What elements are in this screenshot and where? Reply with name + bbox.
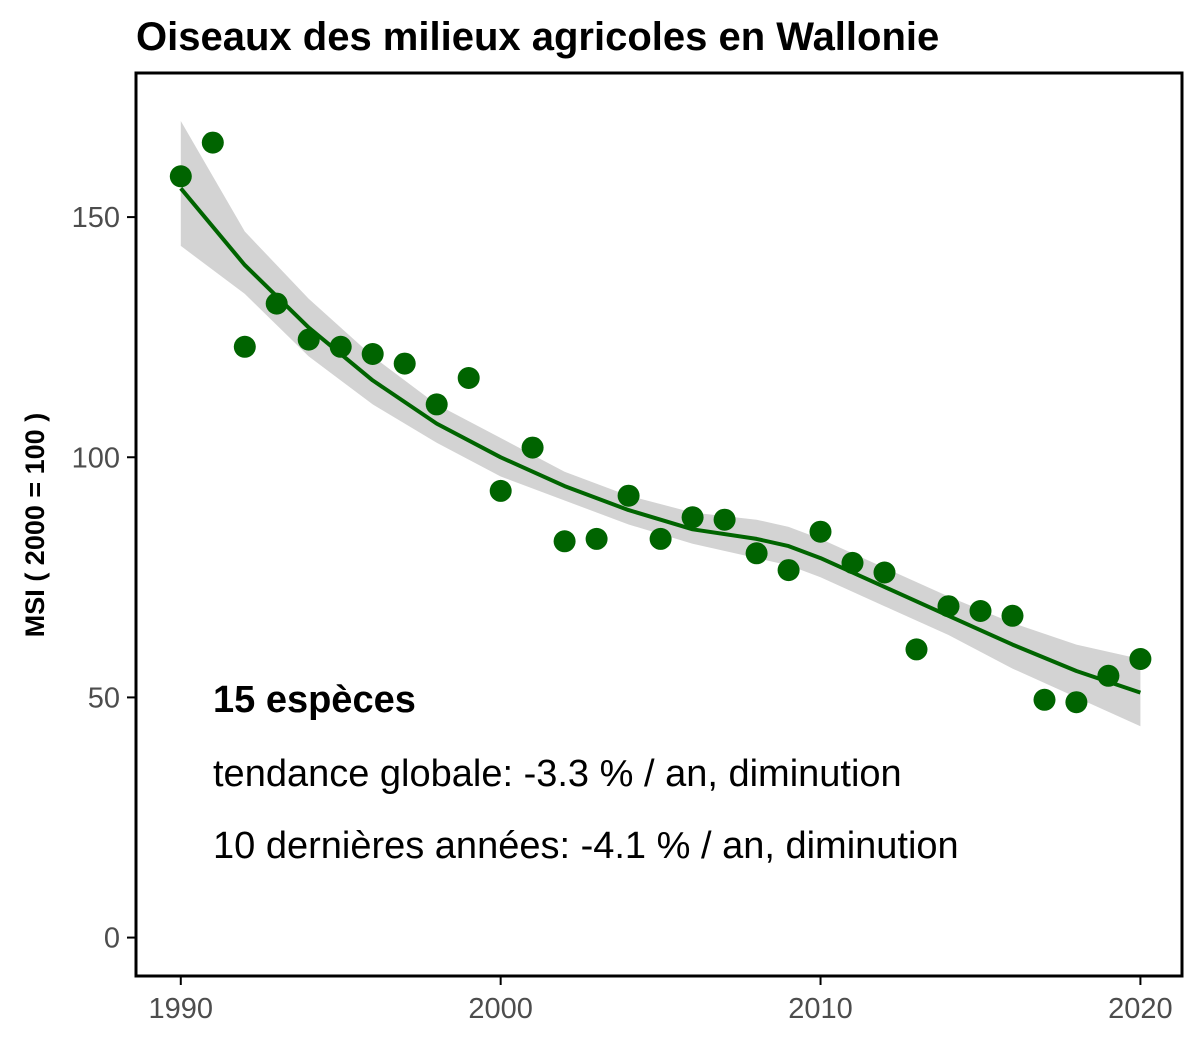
annotation-recent-trend: 10 dernières années: -4.1 % / an, diminu… — [213, 825, 959, 867]
data-point-1999 — [457, 367, 480, 389]
data-point-2013 — [905, 638, 928, 661]
data-point-1994 — [297, 328, 320, 351]
data-points-layer — [169, 131, 1152, 714]
y-tick-label-0: 0 — [104, 923, 120, 955]
x-tick-label-2020: 2020 — [1108, 993, 1173, 1025]
trend-line-layer — [179, 187, 1142, 695]
confidence-band — [180, 121, 1141, 727]
chart-title: Oiseaux des milieux agricoles en Walloni… — [136, 15, 939, 59]
y-axis-label: MSI ( 2000 = 100 ) — [20, 413, 50, 637]
trend-line — [179, 187, 1142, 695]
data-point-1990 — [169, 165, 192, 188]
data-point-2007 — [713, 508, 736, 531]
data-point-2020 — [1129, 648, 1152, 670]
data-point-1991 — [201, 131, 224, 154]
data-point-1992 — [233, 335, 256, 358]
data-point-1993 — [265, 292, 288, 315]
data-point-1998 — [425, 393, 448, 416]
annotation-global-trend: tendance globale: -3.3 % / an, diminutio… — [213, 753, 902, 795]
data-point-2003 — [585, 527, 608, 550]
data-point-2014 — [937, 595, 960, 618]
confidence-band-layer — [180, 121, 1141, 727]
data-point-2000 — [489, 479, 512, 502]
data-point-2001 — [521, 436, 544, 459]
data-point-1996 — [361, 343, 384, 365]
data-point-2010 — [809, 520, 832, 543]
data-point-2012 — [873, 561, 896, 584]
data-point-2018 — [1065, 691, 1088, 714]
data-point-2011 — [841, 551, 864, 574]
y-tick-label-150: 150 — [72, 202, 120, 234]
data-point-2002 — [553, 530, 576, 553]
data-point-2016 — [1001, 604, 1024, 627]
y-tick-label-100: 100 — [72, 442, 120, 474]
data-point-2015 — [969, 600, 992, 622]
x-tick-label-1990: 1990 — [149, 993, 214, 1025]
data-point-2008 — [745, 542, 768, 565]
data-point-1997 — [393, 352, 416, 375]
data-point-2006 — [681, 506, 704, 529]
data-point-2004 — [617, 484, 640, 507]
y-tick-label-50: 50 — [88, 682, 120, 714]
x-tick-label-2000: 2000 — [468, 993, 533, 1025]
data-point-2009 — [777, 559, 800, 582]
plot-panel-border — [134, 71, 1184, 978]
annotation-species-count: 15 espèces — [213, 679, 416, 721]
data-point-2017 — [1033, 688, 1056, 711]
x-tick-label-2010: 2010 — [788, 993, 853, 1025]
data-point-2005 — [649, 527, 672, 550]
data-point-1995 — [329, 335, 352, 358]
axes-layer: 1990 2000 2010 2020 0 50 100 150 — [72, 202, 1173, 1025]
data-point-2019 — [1097, 664, 1120, 687]
